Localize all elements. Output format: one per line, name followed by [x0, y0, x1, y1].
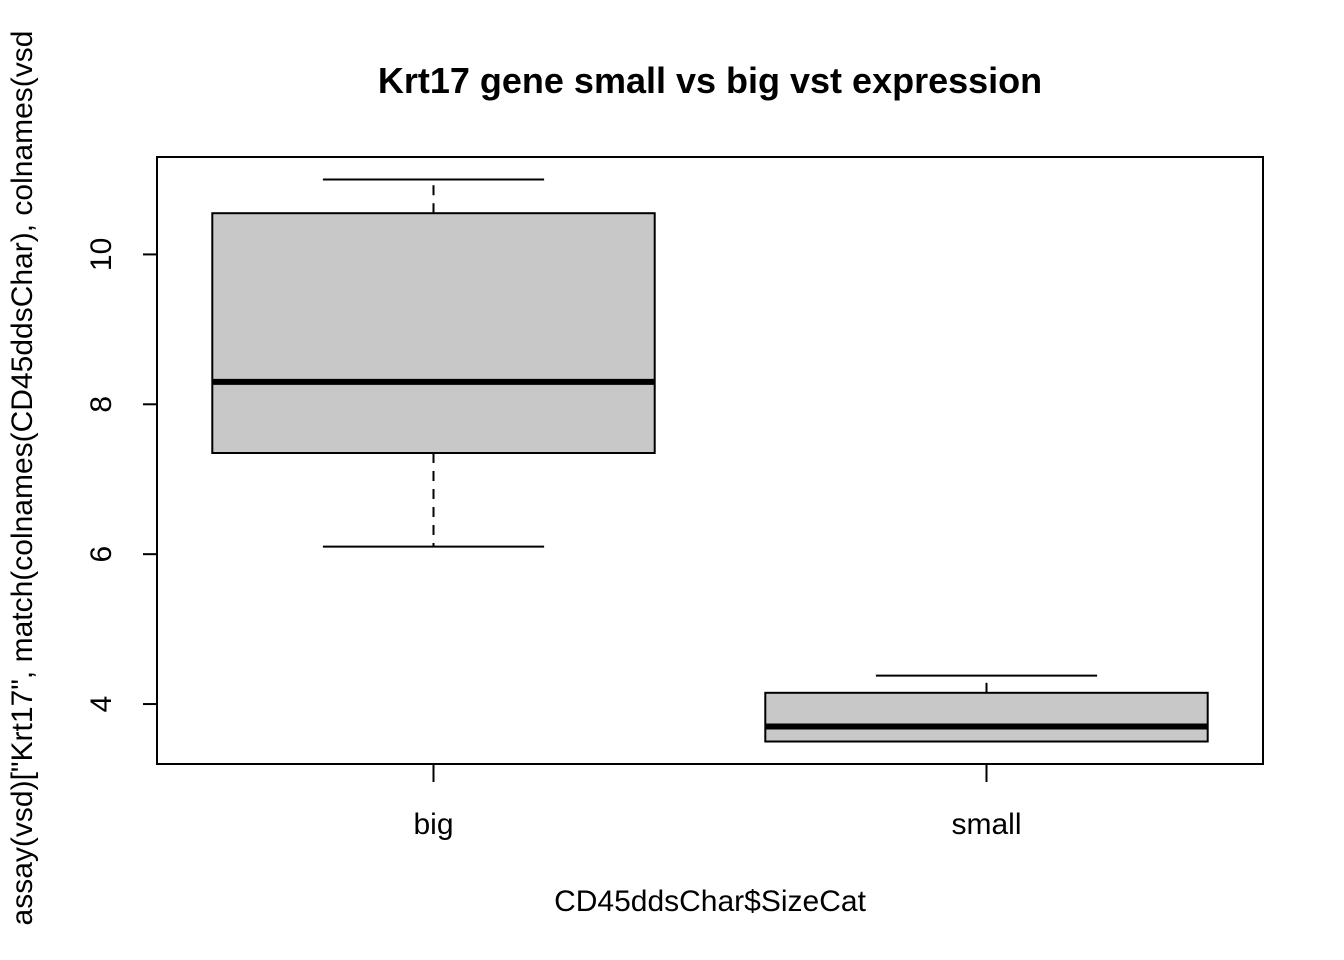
y-tick-label-2: 8: [85, 396, 118, 413]
chart-title: Krt17 gene small vs big vst expression: [378, 60, 1042, 101]
plot-frame: [156, 156, 1264, 765]
y-tick-label-1: 6: [85, 546, 118, 563]
x-tick-label-1: small: [951, 808, 1021, 841]
plot-marks: 4 6 8 10 big small: [85, 178, 1209, 841]
x-tick-label-0: big: [413, 808, 453, 841]
y-axis-label: assay(vsd)["Krt17", match(colnames(CD45d…: [6, 31, 39, 926]
y-tick-label-3: 10: [85, 238, 118, 271]
box-small: [764, 691, 1209, 743]
x-axis-label: CD45ddsChar$SizeCat: [554, 885, 866, 918]
y-tick-label-0: 4: [85, 696, 118, 713]
box-big: [211, 212, 656, 455]
